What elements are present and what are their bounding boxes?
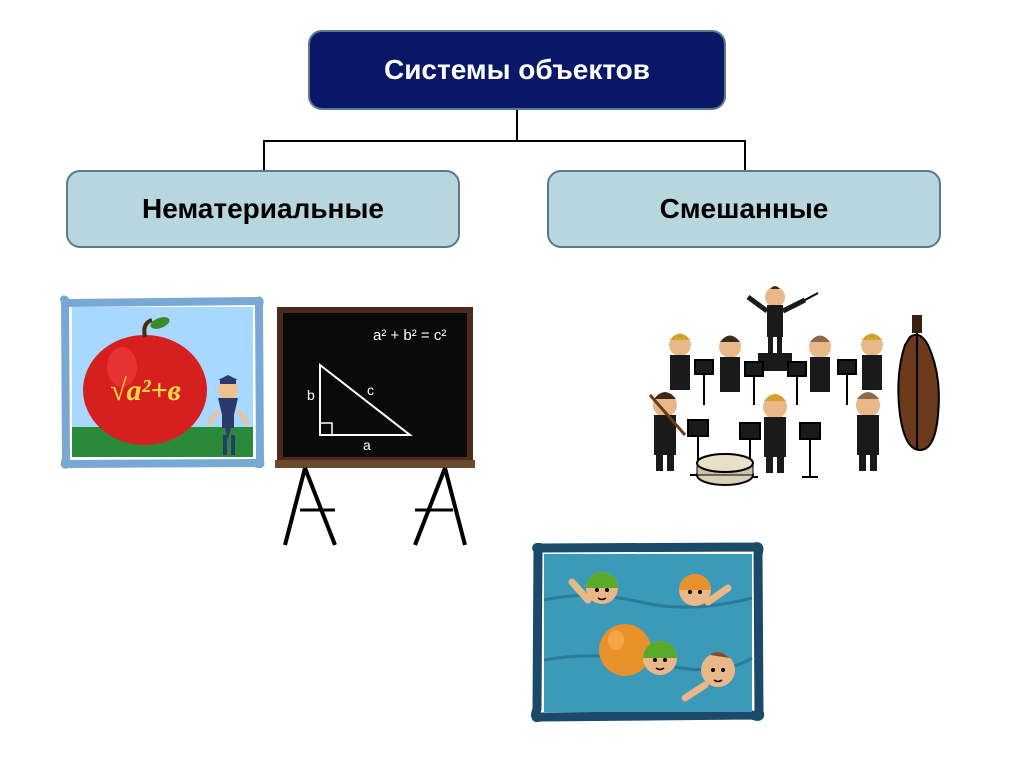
orchestra-illustration — [610, 275, 940, 495]
root-node: Системы объектов — [308, 30, 726, 110]
connector-right-drop — [744, 140, 746, 170]
connector-trunk — [516, 110, 518, 140]
svg-text:b: b — [307, 387, 315, 403]
connector-left-drop — [263, 140, 265, 170]
child-right-label: Смешанные — [660, 193, 829, 225]
svg-text:c: c — [367, 382, 374, 398]
swimming-illustration — [530, 540, 765, 725]
svg-text:a: a — [363, 437, 371, 453]
root-label: Системы объектов — [384, 54, 650, 86]
apple-math-illustration: √a²+в — [60, 295, 265, 470]
chalkboard-illustration: a² + b² = c² b a c — [265, 300, 485, 550]
child-node-left: Нематериальные — [66, 170, 460, 248]
svg-text:√a²+в: √a²+в — [110, 374, 181, 407]
child-node-right: Смешанные — [547, 170, 941, 248]
svg-text:a² + b² = c²: a² + b² = c² — [373, 327, 446, 344]
child-left-label: Нематериальные — [142, 193, 384, 225]
connector-horizontal — [263, 140, 746, 142]
